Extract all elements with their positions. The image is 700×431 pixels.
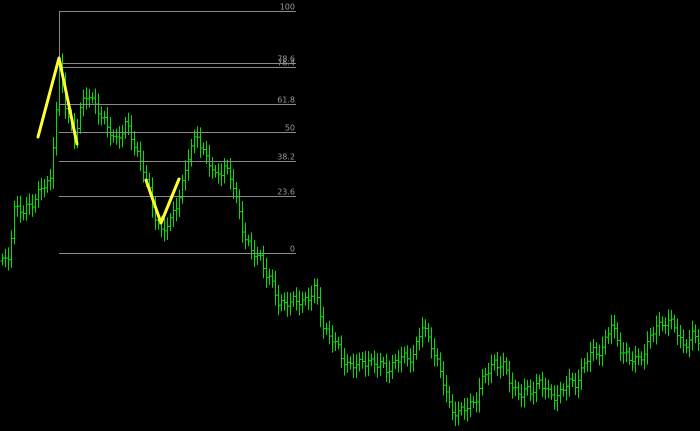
fib-level-label: 38.2 xyxy=(277,153,295,162)
fib-level-label: 0 xyxy=(290,245,295,254)
fib-level-label: 23.6 xyxy=(277,188,295,197)
fib-level-label: 50 xyxy=(285,124,295,133)
fib-level-label: 100 xyxy=(280,3,295,12)
fib-level-label: 76.4 xyxy=(277,59,295,68)
fib-level-label: 61.8 xyxy=(277,96,295,105)
